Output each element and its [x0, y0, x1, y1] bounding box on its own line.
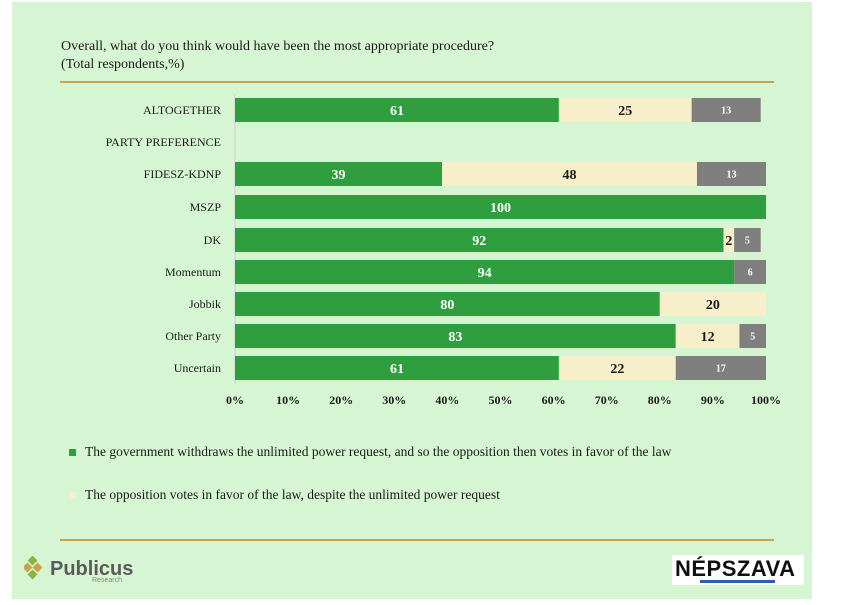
bar-segment	[739, 324, 766, 348]
x-tick-label: 10%	[276, 393, 300, 407]
bar-segment	[235, 260, 735, 284]
x-tick-label: 80%	[648, 393, 672, 407]
x-tick-label: 100%	[751, 393, 781, 407]
x-tick-label: 0%	[226, 393, 244, 407]
bar-segment	[696, 162, 766, 186]
data-label: 13	[721, 106, 731, 117]
bar-segment	[734, 228, 761, 252]
data-label: 17	[716, 364, 726, 375]
legend-label-2: The opposition votes in favor of the law…	[85, 487, 500, 502]
bar-segment	[723, 228, 735, 252]
bar-segment	[558, 356, 676, 380]
data-label: 13	[726, 170, 736, 181]
x-tick-label: 70%	[595, 393, 619, 407]
data-label: 94	[478, 266, 492, 281]
bar-segment	[235, 228, 724, 252]
bar-segment	[235, 98, 559, 122]
data-label: 22	[610, 362, 624, 377]
x-tick-label: 30%	[382, 393, 406, 407]
category-label: MSZP	[190, 200, 222, 214]
bar-segment	[235, 324, 676, 348]
legend-swatch-2	[69, 491, 76, 499]
bar-segment	[235, 292, 660, 316]
x-tick-label: 50%	[489, 393, 513, 407]
bar-segment	[235, 195, 766, 219]
category-label: FIDESZ-KDNP	[144, 167, 222, 181]
category-label: Uncertain	[174, 361, 221, 375]
bar-segment	[235, 356, 559, 380]
data-label: 25	[618, 104, 632, 119]
publicus-diamond-icon	[24, 556, 43, 580]
nepszava-underline	[700, 580, 775, 583]
bar-segment	[734, 260, 766, 284]
category-label: Other Party	[165, 329, 221, 343]
title-line-2: (Total respondents,%)	[61, 57, 185, 72]
category-label: Jobbik	[189, 297, 221, 311]
bar-segment	[442, 162, 697, 186]
x-tick-label: 40%	[435, 393, 459, 407]
legend-label-1: The government withdraws the unlimited p…	[85, 444, 672, 459]
bar-segment	[659, 292, 766, 316]
chart-title: Overall, what do you think would have be…	[61, 38, 494, 74]
data-label: 12	[701, 330, 715, 345]
publicus-wordmark: Publicus	[50, 558, 134, 580]
category-label: Momentum	[165, 265, 222, 279]
data-label: 61	[390, 104, 404, 119]
publicus-logo: Publicus Research	[24, 556, 134, 584]
bar-segment	[235, 162, 443, 186]
bottom-rule	[60, 539, 774, 541]
category-label: PARTY PREFERENCE	[106, 135, 221, 149]
data-label: 39	[332, 168, 346, 183]
bar-segment	[675, 324, 740, 348]
x-tick-label: 60%	[542, 393, 566, 407]
data-label: 20	[706, 298, 720, 313]
data-label: 2	[725, 234, 732, 249]
top-rule	[60, 81, 774, 83]
data-label: 92	[472, 234, 486, 249]
bar-segment	[675, 356, 766, 380]
data-label: 5	[750, 332, 755, 343]
data-label: 83	[448, 330, 462, 345]
x-tick-label: 20%	[329, 393, 353, 407]
category-label: ALTOGETHER	[143, 103, 221, 117]
data-label: 61	[390, 362, 404, 377]
data-label: 6	[748, 268, 753, 279]
legend-swatch-1	[69, 448, 76, 456]
data-label: 80	[440, 298, 454, 313]
legend-item-1: The government withdraws the unlimited p…	[69, 444, 671, 460]
data-label: 5	[745, 236, 750, 247]
category-label: DK	[204, 233, 222, 247]
bar-segment	[691, 98, 761, 122]
publicus-subtext: Research	[92, 577, 122, 584]
nepszava-logo: NÉPSZAVA	[672, 555, 804, 585]
title-line-1: Overall, what do you think would have be…	[61, 39, 495, 54]
nepszava-wordmark: NÉPSZAVA	[675, 556, 796, 581]
x-tick-label: 90%	[701, 393, 725, 407]
legend-item-2: The opposition votes in favor of the law…	[69, 487, 500, 503]
data-label: 48	[563, 168, 577, 183]
data-label: 100	[490, 201, 511, 216]
bar-segment	[558, 98, 692, 122]
